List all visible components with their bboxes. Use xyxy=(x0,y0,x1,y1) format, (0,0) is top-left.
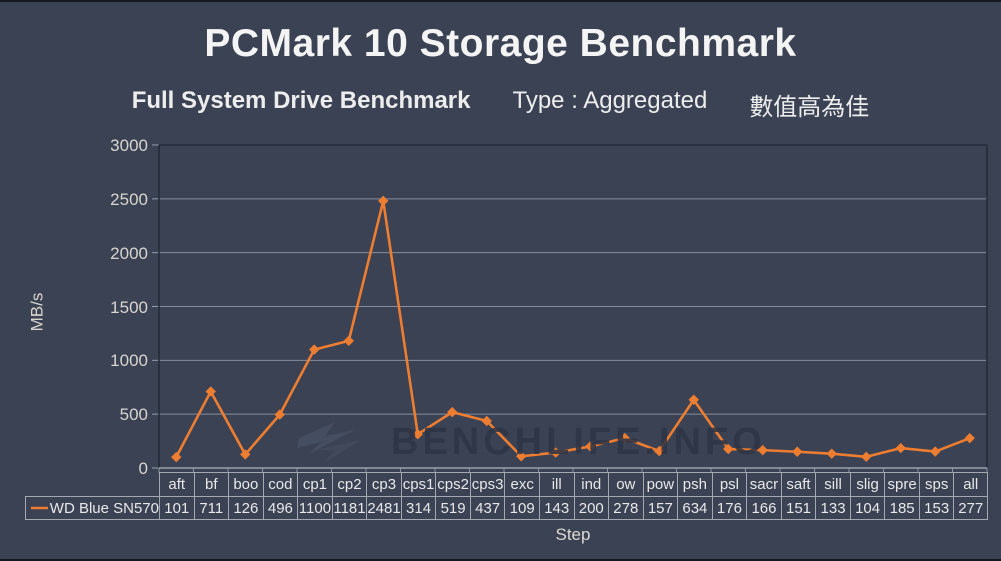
column-header: cp1 xyxy=(297,472,332,496)
value-cell: 133 xyxy=(815,496,850,520)
column-header: saft xyxy=(780,472,816,496)
y-tick-label: 2000 xyxy=(110,243,148,263)
data-point-marker xyxy=(757,444,768,456)
legend-cell: WD Blue SN570 xyxy=(25,496,159,520)
column-header: cps2 xyxy=(435,472,470,496)
y-tick-label: 0 xyxy=(138,459,148,478)
column-header: cp3 xyxy=(366,472,401,496)
subtitle-benchmark-name: Full System Drive Benchmark xyxy=(131,87,471,114)
x-axis-label: Step xyxy=(555,525,591,544)
column-header: spre xyxy=(884,472,919,496)
column-header: boo xyxy=(228,472,263,496)
value-cell: 278 xyxy=(608,496,643,520)
value-cell: 126 xyxy=(228,496,263,520)
chart-title: PCMark 10 Storage Benchmark xyxy=(204,22,797,65)
column-header: cp2 xyxy=(331,472,367,496)
data-point-marker xyxy=(343,335,354,347)
value-cell: 153 xyxy=(918,496,954,520)
line-chart-plot-area xyxy=(152,144,988,473)
data-table: aft bf boo cod cp1 cp2 cp3 cps1 cps2 cps3 exc ill in… xyxy=(25,472,988,520)
column-header: all xyxy=(953,472,988,496)
data-point-marker xyxy=(895,442,906,454)
data-point-marker xyxy=(619,432,630,444)
column-header: psl xyxy=(711,472,747,496)
data-point-marker xyxy=(378,195,389,207)
value-cell: 166 xyxy=(746,496,781,520)
data-point-marker xyxy=(481,415,492,427)
value-cell: 277 xyxy=(953,496,988,520)
data-point-marker xyxy=(274,409,285,420)
column-header: cps1 xyxy=(400,472,436,496)
column-header: aft xyxy=(159,472,194,496)
legend-header-spacer xyxy=(25,472,159,496)
data-point-marker xyxy=(205,386,216,397)
data-point-marker xyxy=(171,451,182,463)
value-cell: 157 xyxy=(642,496,678,520)
legend-series-name: WD Blue SN570 xyxy=(49,499,159,517)
value-cell: 101 xyxy=(159,496,194,520)
column-header: sps xyxy=(918,472,954,496)
value-cell: 314 xyxy=(400,496,436,520)
value-cell: 711 xyxy=(193,496,229,520)
data-point-marker xyxy=(792,446,803,457)
column-header: sacr xyxy=(746,472,781,496)
subtitle-type: Type : Aggregated xyxy=(512,87,708,114)
y-tick-label: 1500 xyxy=(110,297,148,317)
value-cell: 1100 xyxy=(297,496,332,520)
value-cell: 437 xyxy=(469,496,505,520)
column-header: cps3 xyxy=(469,472,505,496)
column-header: pow xyxy=(642,472,678,496)
data-point-marker xyxy=(412,428,423,440)
column-header: ind xyxy=(573,472,609,496)
y-tick-label: 1000 xyxy=(110,351,148,371)
column-header: exc xyxy=(504,472,539,496)
value-cell: 143 xyxy=(538,496,574,520)
value-cell: 634 xyxy=(677,496,712,520)
subtitle-note: 數值高為佳 xyxy=(749,94,870,121)
column-header: ow xyxy=(608,472,643,496)
data-point-marker xyxy=(861,451,872,463)
data-point-marker xyxy=(309,344,320,355)
value-cell: 185 xyxy=(884,496,919,520)
y-tick-label: 3000 xyxy=(110,136,148,155)
column-header: sill xyxy=(815,472,850,496)
column-header: psh xyxy=(677,472,712,496)
value-cell: 519 xyxy=(435,496,470,520)
y-tick-label: 500 xyxy=(119,405,148,425)
column-header: cod xyxy=(262,472,298,496)
value-cell: 200 xyxy=(573,496,609,520)
chart-subtitle: Full System Drive Benchmark Type : Aggre… xyxy=(0,87,1001,122)
value-cell: 104 xyxy=(849,496,885,520)
column-header: bf xyxy=(193,472,229,496)
value-cell: 2481 xyxy=(366,496,401,520)
data-point-marker xyxy=(516,451,527,462)
data-point-marker xyxy=(654,445,665,457)
value-cell: 109 xyxy=(504,496,539,520)
series-line xyxy=(175,200,971,459)
data-point-marker xyxy=(688,394,699,405)
data-point-marker xyxy=(447,406,458,418)
value-cell: 176 xyxy=(711,496,747,520)
y-tick-label: 2500 xyxy=(110,189,148,209)
data-point-marker xyxy=(930,446,941,457)
data-point-marker xyxy=(585,441,596,452)
data-point-marker xyxy=(826,448,837,459)
data-point-marker xyxy=(550,447,561,458)
data-point-marker xyxy=(964,432,975,444)
legend-marker-icon xyxy=(31,506,48,510)
value-cell: 151 xyxy=(780,496,816,520)
value-cell: 496 xyxy=(262,496,298,520)
y-axis-label: MB/s xyxy=(27,292,47,332)
value-cell: 1181 xyxy=(331,496,367,520)
data-point-marker xyxy=(723,443,734,455)
column-header: ill xyxy=(538,472,574,496)
column-header: slig xyxy=(849,472,885,496)
